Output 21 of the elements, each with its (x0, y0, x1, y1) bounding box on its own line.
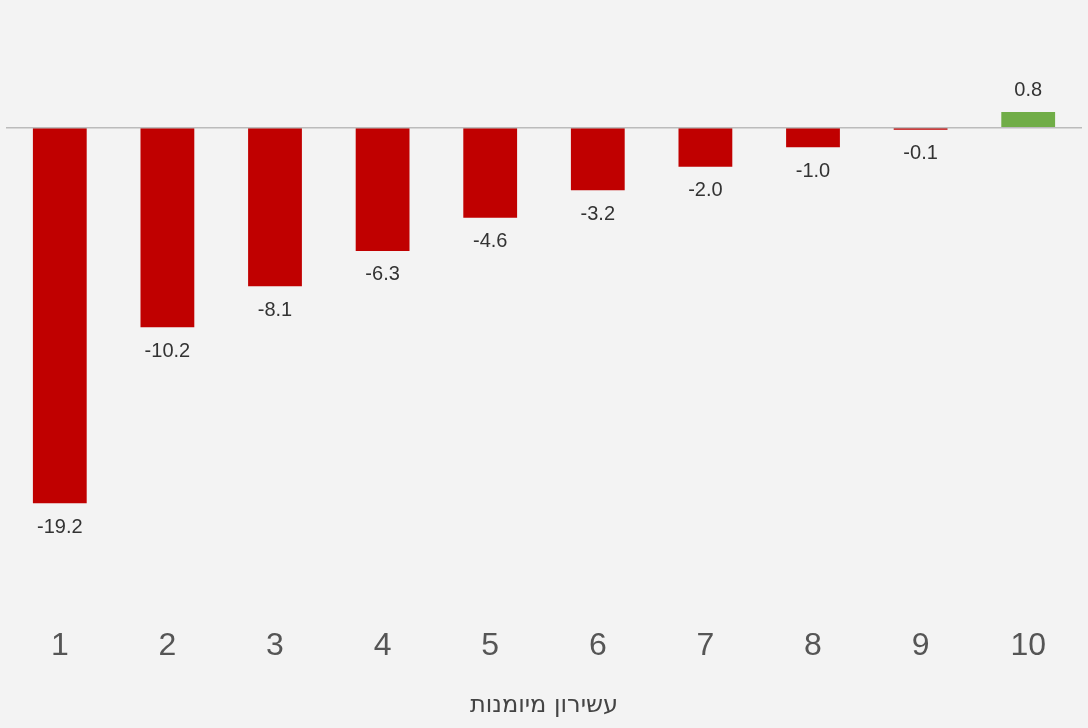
data-label: -1.0 (795, 158, 831, 181)
x-tick-label: 6 (588, 625, 607, 662)
x-tick-label: 7 (696, 625, 715, 662)
x-tick-label: 3 (266, 625, 284, 662)
data-label: -6.3 (365, 262, 400, 285)
x-axis-title: עשירון מיומנות (468, 690, 620, 718)
x-tick-label: 2 (158, 625, 177, 662)
data-label: -19.2 (37, 514, 83, 537)
data-label: -0.1 (903, 141, 938, 164)
data-label: -4.6 (472, 229, 508, 252)
data-label: -8.1 (257, 297, 293, 320)
x-tick-label: 9 (911, 625, 930, 662)
x-tick-label: 5 (481, 625, 500, 662)
x-tick-label: 8 (804, 625, 822, 662)
data-label: -3.2 (580, 201, 616, 224)
x-tick-label: 4 (373, 625, 392, 662)
data-label: -2.0 (688, 178, 723, 201)
x-tick-label: 1 (50, 625, 69, 662)
data-label: 0.8 (1014, 77, 1043, 100)
data-label: -10.2 (144, 338, 191, 361)
x-tick-label: 10 (1010, 625, 1046, 662)
